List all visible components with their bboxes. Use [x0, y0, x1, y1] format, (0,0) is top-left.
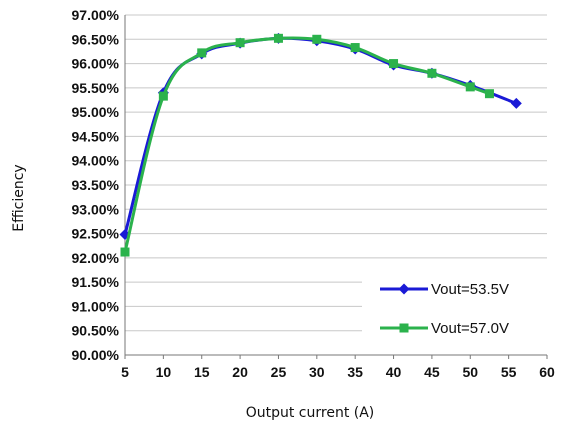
legend: Vout=53.5V Vout=57.0V: [380, 281, 509, 337]
data-point: [465, 82, 475, 92]
series-line: [123, 36, 490, 253]
y-tick-label: 95.00%: [72, 104, 120, 120]
y-tick-label: 92.50%: [72, 226, 120, 242]
x-tick-label: 20: [232, 364, 248, 380]
y-tick-label: 96.50%: [72, 31, 120, 47]
legend-label: Vout=57.0V: [431, 320, 509, 337]
axes: [124, 15, 548, 359]
x-tick-label: 35: [347, 364, 363, 380]
x-tick-label: 30: [309, 364, 325, 380]
data-point: [389, 59, 399, 69]
data-point: [197, 48, 207, 58]
y-tick-label: 96.00%: [72, 56, 120, 72]
x-axis-title: Output current (A): [246, 405, 375, 421]
data-point: [510, 97, 522, 109]
data-point: [427, 68, 437, 78]
y-tick-label: 94.50%: [72, 128, 120, 144]
y-tick-label: 91.50%: [72, 274, 120, 290]
legend-label: Vout=53.5V: [431, 281, 509, 298]
legend-marker: [399, 323, 409, 333]
y-tick-label: 90.50%: [72, 323, 120, 339]
series-2: [120, 33, 494, 257]
y-tick-label: 91.00%: [72, 298, 120, 314]
x-tick-labels: 5 10 15 20 25 30 35 40 45 50 55 60: [121, 364, 555, 380]
x-tick-label: 15: [194, 364, 210, 380]
data-point: [158, 91, 168, 101]
data-point: [312, 34, 322, 44]
x-tick-label: 60: [539, 364, 555, 380]
data-point: [484, 89, 494, 99]
y-tick-label: 90.00%: [72, 347, 120, 363]
legend-marker: [398, 283, 410, 295]
data-point: [235, 38, 245, 48]
x-tick-label: 45: [424, 364, 440, 380]
x-tick-label: 10: [156, 364, 172, 380]
x-tick-label: 40: [386, 364, 402, 380]
y-tick-labels: 90.00% 90.50% 91.00% 91.50% 92.00% 92.50% 93.0…: [72, 7, 120, 363]
legend-item: Vout=57.0V: [380, 320, 509, 337]
series-group: [119, 32, 522, 257]
legend-item: Vout=53.5V: [380, 281, 509, 298]
x-tick-label: 50: [462, 364, 478, 380]
y-axis-title: Efficiency: [11, 164, 27, 231]
x-tick-label: 5: [121, 364, 129, 380]
y-tick-label: 97.00%: [72, 7, 120, 23]
y-tick-label: 95.50%: [72, 80, 120, 96]
y-tick-label: 94.00%: [72, 153, 120, 169]
y-tick-label: 92.00%: [72, 250, 120, 266]
x-tick-label: 55: [501, 364, 517, 380]
y-tick-label: 93.50%: [72, 177, 120, 193]
data-point: [273, 33, 283, 43]
y-tick-label: 93.00%: [72, 201, 120, 217]
data-point: [120, 247, 130, 257]
data-point: [350, 43, 360, 53]
x-tick-label: 25: [271, 364, 287, 380]
